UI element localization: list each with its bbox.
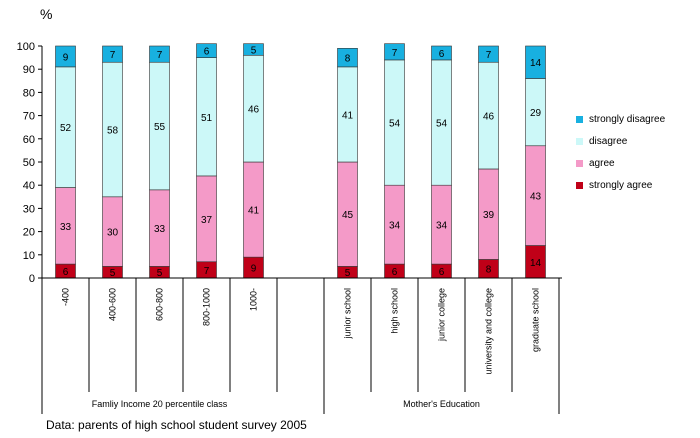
- legend-swatch-strongly-agree: [576, 181, 583, 189]
- group-label-mother-s-education: Mother's Education: [403, 399, 480, 409]
- data-label-strongly-disagree-junior-college: 6: [439, 49, 445, 60]
- bar-strongly-disagree-600-800: [149, 45, 170, 63]
- bar-strongly-disagree-junior-college: [431, 45, 452, 61]
- data-label-agree-400-600: 30: [107, 228, 119, 239]
- data-label-disagree-university-and-college: 46: [483, 112, 495, 123]
- legend-label-strongly-agree: strongly agree: [589, 179, 653, 191]
- data-label-strongly-agree-junior-college: 6: [439, 267, 445, 278]
- data-label-disagree-400: 52: [60, 123, 72, 134]
- legend-item-strongly-agree: strongly agree: [576, 174, 665, 196]
- data-label-disagree-800-1000: 51: [201, 113, 213, 124]
- bar-strongly-disagree-junior-school: [337, 48, 358, 68]
- y-tick-label-40: 40: [23, 180, 35, 192]
- y-tick-label-0: 0: [29, 273, 35, 285]
- legend-item-disagree: disagree: [576, 130, 665, 152]
- data-label-strongly-agree-400: 6: [63, 267, 69, 278]
- data-label-agree-800-1000: 37: [201, 215, 213, 226]
- bar-strongly-disagree-400-600: [102, 45, 123, 63]
- data-label-agree-junior-school: 45: [342, 210, 354, 221]
- data-label-disagree-high-school: 54: [389, 119, 401, 130]
- data-label-disagree-junior-college: 54: [436, 119, 448, 130]
- category-label-400: -400: [61, 288, 71, 306]
- data-label-agree-university-and-college: 39: [483, 210, 495, 221]
- legend-item-strongly-disagree: strongly disagree: [576, 108, 665, 130]
- data-label-disagree-600-800: 55: [154, 122, 166, 133]
- data-label-disagree-graduate-school: 29: [530, 108, 542, 119]
- data-label-strongly-disagree-600-800: 7: [157, 50, 163, 61]
- category-label-junior-college: junior college: [437, 288, 447, 342]
- data-label-strongly-agree-600-800: 5: [157, 268, 163, 279]
- legend-label-disagree: disagree: [589, 135, 628, 147]
- data-label-strongly-agree-graduate-school: 14: [530, 258, 542, 269]
- data-label-strongly-agree-800-1000: 7: [204, 266, 210, 277]
- data-label-strongly-disagree-junior-school: 8: [345, 54, 351, 65]
- category-label-university-and-college: university and college: [484, 288, 494, 375]
- data-label-agree-high-school: 34: [389, 221, 401, 232]
- category-label-600-800: 600-800: [155, 288, 165, 321]
- bar-strongly-disagree-high-school: [384, 43, 405, 61]
- y-tick-label-20: 20: [23, 227, 35, 239]
- data-label-strongly-agree-high-school: 6: [392, 267, 398, 278]
- group-label-famliy-income-20-percentile-class: Famliy Income 20 percentile class: [92, 399, 228, 409]
- data-label-strongly-disagree-800-1000: 6: [204, 47, 210, 58]
- legend-label-agree: agree: [589, 157, 615, 169]
- data-label-strongly-disagree-400-600: 7: [110, 50, 116, 61]
- data-label-strongly-agree-junior-school: 5: [345, 268, 351, 279]
- y-tick-label-60: 60: [23, 134, 35, 146]
- bar-strongly-disagree-400: [55, 45, 76, 68]
- y-tick-label-80: 80: [23, 87, 35, 99]
- category-label-high-school: high school: [390, 288, 400, 334]
- legend: strongly disagree disagree agree strongl…: [576, 108, 665, 196]
- y-tick-label-70: 70: [23, 111, 35, 123]
- data-label-strongly-disagree-1000: 5: [251, 45, 257, 56]
- category-label-junior-school: junior school: [343, 288, 353, 340]
- y-tick-label-100: 100: [17, 41, 35, 53]
- data-label-agree-1000: 41: [248, 206, 260, 217]
- data-label-strongly-agree-1000: 9: [251, 264, 257, 275]
- legend-swatch-strongly-disagree: [576, 115, 583, 123]
- bar-strongly-disagree-graduate-school: [525, 45, 546, 79]
- data-label-strongly-disagree-graduate-school: 14: [530, 58, 542, 69]
- category-label-1000: 1000-: [249, 288, 259, 311]
- data-label-disagree-junior-school: 41: [342, 110, 354, 121]
- data-label-agree-graduate-school: 43: [530, 192, 542, 203]
- data-label-strongly-disagree-400: 9: [63, 52, 69, 63]
- legend-swatch-agree: [576, 159, 583, 167]
- y-axis-unit-label: %: [40, 6, 53, 22]
- legend-label-strongly-disagree: strongly disagree: [589, 113, 666, 125]
- category-label-400-600: 400-600: [108, 288, 118, 321]
- data-label-strongly-disagree-university-and-college: 7: [486, 50, 492, 61]
- data-label-agree-600-800: 33: [154, 224, 166, 235]
- data-label-strongly-disagree-high-school: 7: [392, 48, 398, 59]
- data-label-strongly-agree-400-600: 5: [110, 268, 116, 279]
- bar-strongly-disagree-1000: [243, 43, 264, 56]
- data-label-disagree-1000: 46: [248, 105, 260, 116]
- legend-item-agree: agree: [576, 152, 665, 174]
- source-note: Data: parents of high school student sur…: [46, 418, 307, 432]
- category-label-graduate-school: graduate school: [531, 288, 541, 352]
- data-label-strongly-agree-university-and-college: 8: [486, 265, 492, 276]
- bar-strongly-disagree-university-and-college: [478, 45, 499, 63]
- y-tick-label-50: 50: [23, 157, 35, 169]
- legend-swatch-disagree: [576, 137, 583, 145]
- data-label-agree-junior-college: 34: [436, 221, 448, 232]
- data-label-agree-400: 33: [60, 222, 72, 233]
- y-tick-label-10: 10: [23, 250, 35, 262]
- data-label-disagree-400-600: 58: [107, 126, 119, 137]
- y-tick-label-90: 90: [23, 64, 35, 76]
- category-label-800-1000: 800-1000: [202, 288, 212, 326]
- y-tick-label-30: 30: [23, 203, 35, 215]
- bar-strongly-disagree-800-1000: [196, 43, 217, 58]
